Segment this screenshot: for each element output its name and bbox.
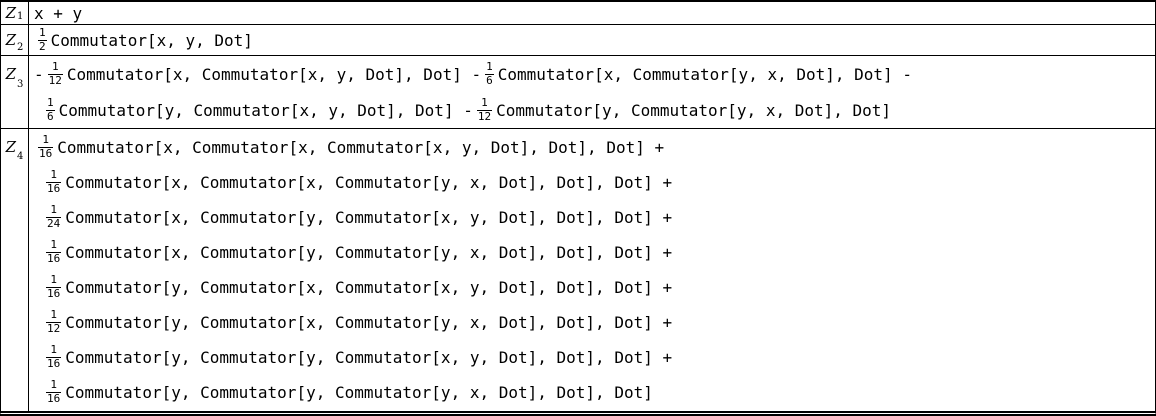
expression-line: 1 16 Commutator[y, Commutator[y, Commutato… xyxy=(34,375,1155,410)
fraction-denominator: 16 xyxy=(46,287,62,300)
fraction-denominator: 16 xyxy=(38,147,54,160)
expression-cell: -1 12 Commutator[x, Commutator[x, y, Dot],… xyxy=(29,56,1155,128)
fraction-numerator: 1 xyxy=(50,308,57,322)
expression-text: - xyxy=(34,64,44,84)
fraction: 1 12 xyxy=(476,95,493,123)
expression-text: Commutator[y, Commutator[x, y, Dot], Dot… xyxy=(58,100,473,120)
fraction-denominator: 16 xyxy=(46,182,62,195)
fraction: 1 16 xyxy=(46,273,62,300)
fraction: 1 16 xyxy=(46,168,62,195)
expression-text: Commutator[x, y, Dot] xyxy=(50,30,253,50)
fraction-numerator: 1 xyxy=(42,133,49,147)
fraction: 1 24 xyxy=(46,203,62,230)
script-z-label: Z xyxy=(5,65,17,83)
row-label-subscript: 3 xyxy=(17,79,24,90)
expression-text: Commutator[y, Commutator[x, Commutator[y… xyxy=(65,313,673,332)
expression-text: Commutator[y, Commutator[x, Commutator[x… xyxy=(65,278,673,297)
script-z-label: Z xyxy=(5,31,17,49)
row-label-subscript: 2 xyxy=(17,42,24,53)
row-label-subscript: 4 xyxy=(17,151,24,162)
expression-line: 1 12 Commutator[y, Commutator[x, Commutato… xyxy=(34,305,1155,340)
expression-text: Commutator[x, Commutator[y, Commutator[y… xyxy=(65,243,673,262)
expression-text: Commutator[y, Commutator[y, Commutator[x… xyxy=(65,348,673,367)
expression-line: 1 16 Commutator[x, Commutator[x, Commutato… xyxy=(34,130,1155,165)
fraction: 1 16 xyxy=(46,378,62,405)
expression-cell: x + y xyxy=(29,2,1155,24)
expression-line: -1 12 Commutator[x, Commutator[x, y, Dot],… xyxy=(34,56,1155,92)
fraction-numerator: 1 xyxy=(486,59,493,73)
expression-line: 1 16 Commutator[y, Commutator[y, Commutato… xyxy=(34,340,1155,375)
fraction-numerator: 1 xyxy=(47,95,54,109)
fraction-numerator: 1 xyxy=(481,95,488,109)
expression-text: Commutator[y, Commutator[y, Commutator[y… xyxy=(65,383,653,402)
fraction-numerator: 1 xyxy=(50,343,57,357)
expression-text: Commutator[x, Commutator[y, Commutator[x… xyxy=(65,208,673,227)
fraction-numerator: 1 xyxy=(51,59,59,73)
expression-text: Commutator[x, Commutator[y, x, Dot], Dot… xyxy=(497,64,912,84)
fraction-numerator: 1 xyxy=(50,273,57,287)
expression-text: Commutator[y, Commutator[y, x, Dot], Dot… xyxy=(496,100,892,120)
fraction-numerator: 1 xyxy=(50,203,57,217)
fraction: 1 16 xyxy=(46,238,62,265)
expression-line: 1 6 Commutator[y, Commutator[x, y, Dot], D… xyxy=(34,92,1155,128)
fraction-denominator: 24 xyxy=(46,217,62,230)
fraction-numerator: 1 xyxy=(50,238,57,252)
fraction-denominator: 12 xyxy=(47,73,63,87)
expression-line: 1 2 Commutator[x, y, Dot] xyxy=(34,25,1155,55)
expression-text: x + y xyxy=(34,3,83,23)
script-z-label: Z xyxy=(5,137,17,156)
expression-text: Commutator[x, Commutator[x, Commutator[x… xyxy=(57,138,665,157)
fraction-denominator: 12 xyxy=(46,322,62,335)
script-z-label: Z xyxy=(5,4,17,22)
expression-line: 1 24 Commutator[x, Commutator[y, Commutato… xyxy=(34,200,1155,235)
fraction: 1 16 xyxy=(46,343,62,370)
expression-cell: 1 16 Commutator[x, Commutator[x, Commutato… xyxy=(29,129,1155,411)
fraction: 1 16 xyxy=(38,133,54,160)
fraction-denominator: 2 xyxy=(38,39,47,53)
expression-line: 1 16 Commutator[x, Commutator[y, Commutato… xyxy=(34,235,1155,270)
expression-text: Commutator[x, Commutator[x, Commutator[y… xyxy=(65,173,673,192)
fraction-numerator: 1 xyxy=(50,168,57,182)
fraction-denominator: 16 xyxy=(46,392,62,405)
fraction-numerator: 1 xyxy=(50,378,57,392)
fraction-denominator: 12 xyxy=(476,109,493,123)
row-label-subscript: 1 xyxy=(17,11,24,22)
fraction-denominator: 6 xyxy=(46,109,55,123)
expression-text: Commutator[x, Commutator[x, y, Dot], Dot… xyxy=(66,64,482,84)
fraction: 1 12 xyxy=(46,308,62,335)
expression-line: 1 16 Commutator[y, Commutator[x, Commutato… xyxy=(34,270,1155,305)
table-row: Z 4 1 16 Commutator[x, Commutator[x, Commuta… xyxy=(1,129,1155,411)
expression-line: 1 16 Commutator[x, Commutator[x, Commutato… xyxy=(34,165,1155,200)
expression-line: x + y xyxy=(34,2,1155,24)
fraction-denominator: 6 xyxy=(485,73,494,87)
expression-cell: 1 2 Commutator[x, y, Dot] xyxy=(29,25,1155,55)
fraction-denominator: 16 xyxy=(46,252,62,265)
fraction-numerator: 1 xyxy=(39,25,46,39)
table-row: Z 2 1 2 Commutator[x, y, Dot] xyxy=(1,25,1155,56)
fraction-denominator: 16 xyxy=(46,357,62,370)
fraction: 1 12 xyxy=(47,59,63,87)
table-row: Z 3-1 12 Commutator[x, Commutator[x, y, Dot… xyxy=(1,56,1155,129)
